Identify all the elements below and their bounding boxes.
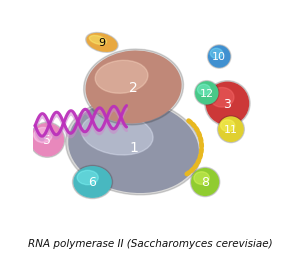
- Text: 10: 10: [212, 52, 226, 62]
- Text: 9: 9: [98, 38, 106, 48]
- Ellipse shape: [34, 128, 52, 143]
- Ellipse shape: [86, 33, 118, 53]
- Ellipse shape: [77, 171, 98, 185]
- Ellipse shape: [191, 168, 219, 196]
- Text: 5: 5: [43, 134, 51, 147]
- Text: 6: 6: [88, 176, 97, 189]
- Ellipse shape: [195, 81, 219, 106]
- Ellipse shape: [205, 81, 250, 126]
- Ellipse shape: [195, 82, 218, 105]
- Ellipse shape: [197, 85, 210, 96]
- Ellipse shape: [84, 50, 184, 125]
- Ellipse shape: [73, 166, 112, 199]
- Text: 8: 8: [201, 176, 209, 189]
- Ellipse shape: [89, 36, 106, 45]
- Ellipse shape: [73, 166, 112, 198]
- Ellipse shape: [208, 46, 230, 69]
- Ellipse shape: [85, 51, 182, 124]
- Ellipse shape: [66, 99, 202, 195]
- Text: 11: 11: [224, 125, 238, 135]
- Text: 12: 12: [200, 88, 214, 99]
- Text: 2: 2: [129, 81, 138, 94]
- Ellipse shape: [210, 49, 223, 59]
- Ellipse shape: [194, 172, 209, 185]
- Ellipse shape: [218, 117, 244, 142]
- Text: RNA polymerase II (Saccharomyces cerevisiae): RNA polymerase II (Saccharomyces cerevis…: [28, 238, 272, 248]
- Ellipse shape: [206, 82, 249, 126]
- Ellipse shape: [30, 123, 64, 157]
- Text: 1: 1: [129, 140, 138, 154]
- Ellipse shape: [68, 101, 199, 193]
- Ellipse shape: [86, 34, 118, 53]
- Ellipse shape: [220, 120, 235, 132]
- Ellipse shape: [81, 114, 153, 155]
- Ellipse shape: [210, 88, 234, 108]
- Ellipse shape: [218, 116, 244, 143]
- Ellipse shape: [95, 61, 148, 94]
- Ellipse shape: [30, 123, 65, 158]
- Ellipse shape: [190, 168, 220, 197]
- Text: 3: 3: [224, 98, 231, 110]
- Ellipse shape: [208, 45, 231, 69]
